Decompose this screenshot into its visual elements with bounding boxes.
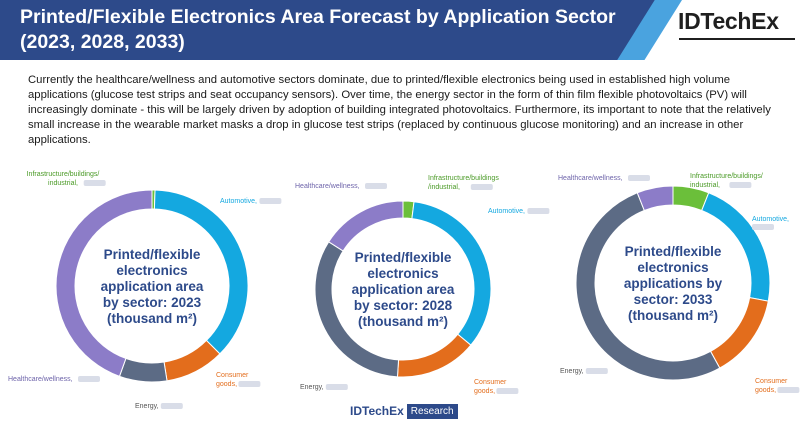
- segment-label: Consumer goods,: [474, 379, 507, 395]
- segment-label: Infrastructure/buildings/industrial,: [690, 173, 763, 189]
- donut-center-label: Printed/flexible electronics application a…: [352, 250, 455, 329]
- redacted-value: [729, 182, 752, 188]
- donut-chart-2: Infrastructure/buildings/industrial, Auto…: [295, 175, 550, 395]
- donut-chart-3: Infrastructure/buildings/industrial, Auto…: [558, 173, 800, 394]
- donut-slice-energy: [118, 357, 168, 383]
- segment-label: Infrastructure/buildings/industrial,: [27, 171, 100, 187]
- segment-label: Consumer goods,: [755, 378, 788, 394]
- donut-slice-healthcare-wellness: [328, 200, 404, 252]
- redacted-value: [752, 224, 774, 230]
- title-banner: [0, 0, 672, 60]
- page-title: Printed/Flexible Electronics Area Foreca…: [20, 6, 616, 53]
- donut-slice-healthcare-wellness: [636, 185, 674, 212]
- redacted-value: [259, 198, 282, 204]
- donut-slice-consumer-goods: [709, 297, 769, 369]
- redacted-value: [628, 175, 650, 181]
- segment-label: Automotive,: [488, 208, 525, 215]
- description-text: Currently the healthcare/wellness and au…: [28, 74, 771, 146]
- segment-label: Infrastructure/buildings/industrial,: [428, 175, 499, 191]
- redacted-value: [365, 183, 387, 189]
- redacted-value: [585, 368, 608, 374]
- redacted-value: [777, 387, 800, 393]
- donut-slice-consumer-goods: [396, 333, 472, 378]
- footer-research-tag: Research: [406, 403, 458, 419]
- redacted-value: [160, 403, 183, 409]
- redacted-value: [470, 184, 493, 190]
- redacted-value: [78, 376, 100, 382]
- redacted-value: [527, 208, 550, 214]
- segment-label: Automotive,: [220, 198, 257, 205]
- redacted-value: [83, 180, 106, 186]
- segment-label: Healthcare/wellness,: [295, 183, 360, 190]
- segment-label: Automotive,: [752, 216, 789, 223]
- segment-label: Energy,: [300, 384, 324, 391]
- segment-label: Energy,: [560, 368, 584, 375]
- footer-brand: IDTechEx: [350, 404, 404, 418]
- donut-center-label: Printed/flexible electronics application a…: [101, 247, 204, 326]
- logo-underline: [679, 38, 795, 40]
- redacted-value: [496, 388, 519, 394]
- donut-slice-healthcare-wellness: [55, 189, 153, 377]
- donut-chart-1: Infrastructure/buildings/industrial, Auto…: [8, 171, 282, 410]
- footer-logo: IDTechEx Research: [350, 403, 458, 419]
- segment-label: Consumer goods,: [216, 372, 249, 388]
- segment-label: Healthcare/wellness,: [8, 376, 73, 383]
- donut-slice-consumer-goods: [163, 339, 221, 382]
- donut-center-label: Printed/flexible electronics applications …: [624, 244, 723, 323]
- redacted-value: [238, 381, 261, 387]
- segment-label: Healthcare/wellness,: [558, 175, 623, 182]
- redacted-value: [325, 384, 348, 390]
- idtechex-logo: IDTechEx: [678, 8, 779, 34]
- segment-label: Energy,: [135, 403, 159, 410]
